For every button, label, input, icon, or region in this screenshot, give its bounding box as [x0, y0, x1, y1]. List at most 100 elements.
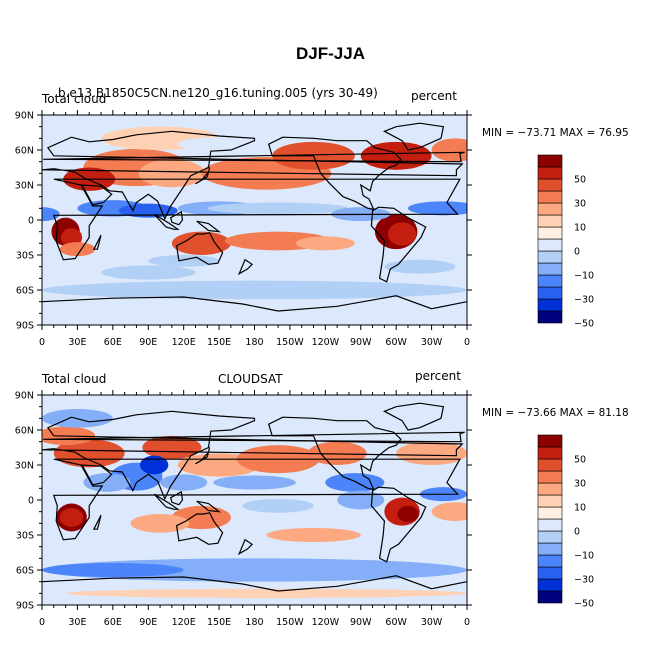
anomaly-region: [142, 435, 202, 460]
lat-tick-label: 90N: [15, 111, 34, 122]
colorbar-swatch: [537, 274, 563, 288]
lon-tick-label: 120E: [172, 337, 196, 348]
map-panel-2: 90N 60N 30N 0 30S 60S 90S 0 30E 60E 90E 120E 150E 180…: [15, 390, 594, 628]
panel-2-minmax: MIN = −73.66 MAX = 81.18: [482, 407, 629, 419]
lat-tick-label: 30S: [16, 531, 34, 542]
figure-title: DJF-JJA: [296, 44, 365, 63]
anomaly-region: [431, 502, 467, 521]
colorbar-label: −30: [574, 575, 594, 586]
anomaly-field: [42, 395, 467, 605]
lat-tick-label: 30S: [16, 251, 34, 262]
lon-tick-label: 90E: [139, 337, 157, 348]
coastline: [237, 538, 254, 556]
lon-tick-label: 0: [464, 337, 470, 348]
colorbar-swatch: [537, 554, 563, 568]
colorbar-swatch: [537, 434, 563, 448]
colorbar-label: −50: [574, 599, 594, 610]
colorbar-swatch: [537, 458, 563, 472]
coastline: [52, 458, 461, 541]
colorbar-swatch: [537, 590, 563, 604]
anomaly-region: [207, 202, 349, 215]
colorbar-swatch: [537, 530, 563, 544]
anomaly-region: [101, 265, 196, 280]
coastline: [196, 220, 222, 233]
anomaly-region: [59, 508, 84, 527]
anomaly-region: [83, 473, 131, 492]
anomaly-region: [407, 201, 467, 216]
lon-tick-label: 150E: [207, 617, 231, 628]
coastline: [195, 167, 211, 185]
lon-tick-label: 30E: [68, 337, 86, 348]
colorbar-label: 10: [574, 223, 586, 234]
anomaly-region: [59, 242, 96, 257]
anomaly-region: [65, 588, 467, 598]
lat-tick-label: 60S: [16, 286, 34, 297]
lon-tick-label: 150E: [207, 337, 231, 348]
anomaly-field: [42, 115, 467, 325]
anomaly-region: [42, 280, 467, 300]
lat-tick-label: 90S: [16, 601, 34, 612]
colorbar-swatch: [537, 298, 563, 312]
coastline: [382, 122, 445, 151]
anomaly-region: [42, 299, 467, 309]
colorbar-swatch: [537, 202, 563, 216]
colorbar-swatch: [537, 566, 563, 580]
panel-1-right-label: percent: [411, 89, 457, 103]
panel-1-center-label: b.e13.B1850C5CN.ne120_g16.tuning.005 (yr…: [58, 86, 378, 100]
lon-tick-label: 60W: [385, 617, 407, 628]
anomaly-region: [139, 455, 169, 475]
coastline: [42, 295, 467, 312]
colorbar-swatch: [537, 238, 563, 252]
anomaly-region: [148, 255, 220, 267]
colorbar-swatch: [537, 482, 563, 496]
lat-tick-label: 60N: [15, 146, 34, 157]
colorbar-label: 50: [574, 455, 586, 466]
anomaly-region: [130, 514, 190, 533]
lon-tick-label: 60W: [385, 337, 407, 348]
lon-tick-label: 0: [39, 337, 45, 348]
colorbar-swatch: [537, 226, 563, 240]
coastline: [370, 486, 427, 563]
lat-tick-label: 0: [28, 216, 34, 227]
coastline: [92, 234, 102, 250]
colorbar-swatch: [537, 310, 563, 324]
coastline: [81, 184, 113, 206]
colorbar-swatch: [537, 262, 563, 276]
colorbar-label: 30: [574, 479, 586, 490]
colorbar-swatch: [537, 542, 563, 556]
anomaly-region: [384, 259, 456, 274]
coastline: [42, 130, 464, 221]
colorbar-label: −10: [574, 551, 594, 562]
lon-tick-label: 90E: [139, 617, 157, 628]
anomaly-region: [295, 236, 355, 251]
coastline: [92, 514, 102, 530]
colorbar-swatch: [537, 178, 563, 192]
lat-tick-label: 60N: [15, 426, 34, 437]
colorbar-label: 50: [574, 175, 586, 186]
lon-tick-label: 30W: [421, 337, 443, 348]
colorbar-swatch: [537, 190, 563, 204]
coastline: [175, 512, 224, 545]
lon-tick-label: 30E: [68, 617, 86, 628]
coastline: [195, 447, 211, 465]
colorbar-swatch: [537, 214, 563, 228]
coastline: [43, 431, 465, 443]
coastline: [267, 416, 402, 491]
coastline: [43, 151, 465, 163]
anomaly-region: [60, 228, 83, 247]
lon-tick-label: 90W: [350, 337, 372, 348]
lon-tick-label: 180: [245, 617, 263, 628]
lon-tick-label: 120W: [312, 337, 340, 348]
anomaly-region: [160, 474, 208, 491]
colorbar-swatch: [537, 166, 563, 180]
anomaly-region: [431, 138, 467, 162]
colorbar-2: 50 30 10 0 −10 −30 −50: [537, 434, 594, 610]
lat-tick-label: 90N: [15, 391, 34, 402]
colorbar-label: 10: [574, 503, 586, 514]
lon-tick-label: 180: [245, 337, 263, 348]
panel-2-left-label: Total cloud: [42, 372, 107, 386]
anomaly-region: [171, 231, 231, 255]
lat-tick-label: 0: [28, 496, 34, 507]
coastline: [153, 213, 180, 230]
